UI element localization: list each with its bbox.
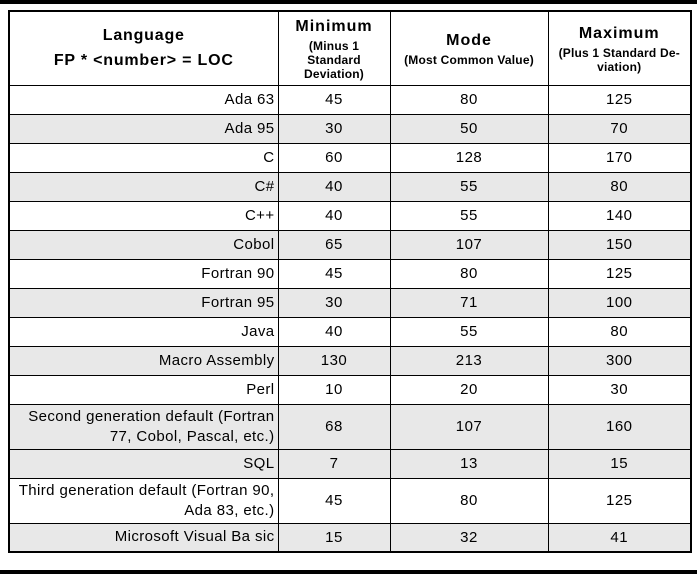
- table-row: C++ 40 55 140: [8, 200, 692, 231]
- language-cell: Second generation default (Fortran 77, C…: [8, 403, 279, 450]
- maximum-cell: 80: [547, 171, 692, 202]
- mode-cell: 55: [389, 316, 549, 347]
- mode-cell: 32: [389, 522, 549, 553]
- language-cell: Microsoft Visual Ba sic: [8, 522, 279, 553]
- language-cell: C++: [8, 200, 279, 231]
- maximum-cell: 15: [547, 448, 692, 479]
- minimum-cell: 45: [277, 84, 391, 115]
- minimum-cell: 7: [277, 448, 391, 479]
- header-row: Language FP * <number> = LOC Minimum (Mi…: [8, 10, 692, 86]
- language-cell: Perl: [8, 374, 279, 405]
- table-row: Second generation default (Fortran 77, C…: [8, 403, 692, 450]
- mode-cell: 213: [389, 345, 549, 376]
- language-cell: SQL: [8, 448, 279, 479]
- language-cell: Java: [8, 316, 279, 347]
- table-row: Fortran 90 45 80 125: [8, 258, 692, 289]
- table-row: Fortran 95 30 71 100: [8, 287, 692, 318]
- table-row: Macro Assembly 130 213 300: [8, 345, 692, 376]
- maximum-cell: 150: [547, 229, 692, 260]
- header-maximum-subtitle-line2: viation): [597, 59, 642, 74]
- top-rule: [0, 0, 697, 4]
- header-maximum: Maximum (Plus 1 Standard De- viation): [547, 10, 692, 86]
- maximum-cell: 140: [547, 200, 692, 231]
- bottom-rule: [0, 570, 697, 574]
- table-row: Java 40 55 80: [8, 316, 692, 347]
- header-minimum-subtitle: (Minus 1 Standard Deviation): [303, 38, 364, 81]
- maximum-cell: 125: [547, 84, 692, 115]
- maximum-cell: 125: [547, 258, 692, 289]
- header-maximum-subtitle: (Plus 1 Standard De- viation): [552, 46, 688, 74]
- table-row: Cobol 65 107 150: [8, 229, 692, 260]
- minimum-cell: 30: [277, 287, 391, 318]
- minimum-cell: 130: [277, 345, 391, 376]
- mode-cell: 55: [389, 171, 549, 202]
- table-row: Perl 10 20 30: [8, 374, 692, 405]
- maximum-cell: 80: [547, 316, 692, 347]
- mode-cell: 55: [389, 200, 549, 231]
- header-maximum-title: Maximum: [578, 24, 660, 42]
- mode-cell: 128: [389, 142, 549, 173]
- minimum-cell: 65: [277, 229, 391, 260]
- header-language-formula: FP * <number> = LOC: [53, 52, 234, 70]
- header-mode: Mode (Most Common Value): [389, 10, 549, 86]
- minimum-cell: 30: [277, 113, 391, 144]
- header-minimum: Minimum (Minus 1 Standard Deviation): [277, 10, 391, 86]
- mode-cell: 80: [389, 477, 549, 524]
- maximum-cell: 125: [547, 477, 692, 524]
- minimum-cell: 40: [277, 316, 391, 347]
- table-row: Ada 95 30 50 70: [8, 113, 692, 144]
- table-row: Ada 63 45 80 125: [8, 84, 692, 115]
- language-cell: C#: [8, 171, 279, 202]
- table-row: C 60 128 170: [8, 142, 692, 173]
- header-language: Language FP * <number> = LOC: [8, 10, 279, 86]
- language-cell: Fortran 90: [8, 258, 279, 289]
- table-row: Microsoft Visual Ba sic 15 32 41: [8, 522, 692, 553]
- language-cell: Ada 95: [8, 113, 279, 144]
- maximum-cell: 170: [547, 142, 692, 173]
- header-mode-subtitle: (Most Common Value): [404, 52, 534, 67]
- language-cell: Cobol: [8, 229, 279, 260]
- mode-cell: 13: [389, 448, 549, 479]
- table-body: Ada 63 45 80 125 Ada 95 30 50 70 C 60 12…: [8, 84, 692, 553]
- maximum-cell: 300: [547, 345, 692, 376]
- table-row: Third generation default (Fortran 90, Ad…: [8, 477, 692, 524]
- mode-cell: 107: [389, 229, 549, 260]
- table-row: SQL 7 13 15: [8, 448, 692, 479]
- language-cell: Macro Assembly: [8, 345, 279, 376]
- maximum-cell: 160: [547, 403, 692, 450]
- minimum-cell: 40: [277, 200, 391, 231]
- header-mode-title: Mode: [446, 31, 492, 49]
- maximum-cell: 41: [547, 522, 692, 553]
- language-cell: Third generation default (Fortran 90, Ad…: [8, 477, 279, 524]
- minimum-cell: 45: [277, 258, 391, 289]
- minimum-cell: 68: [277, 403, 391, 450]
- mode-cell: 80: [389, 84, 549, 115]
- maximum-cell: 100: [547, 287, 692, 318]
- minimum-cell: 45: [277, 477, 391, 524]
- maximum-cell: 30: [547, 374, 692, 405]
- language-cell: Ada 63: [8, 84, 279, 115]
- minimum-cell: 10: [277, 374, 391, 405]
- header-maximum-subtitle-line1: (Plus 1 Standard De-: [558, 45, 680, 60]
- maximum-cell: 70: [547, 113, 692, 144]
- mode-cell: 20: [389, 374, 549, 405]
- mode-cell: 71: [389, 287, 549, 318]
- loc-conversion-table: Language FP * <number> = LOC Minimum (Mi…: [8, 10, 692, 553]
- minimum-cell: 15: [277, 522, 391, 553]
- table-row: C# 40 55 80: [8, 171, 692, 202]
- mode-cell: 80: [389, 258, 549, 289]
- language-cell: Fortran 95: [8, 287, 279, 318]
- minimum-cell: 40: [277, 171, 391, 202]
- header-language-title: Language: [102, 27, 185, 45]
- minimum-cell: 60: [277, 142, 391, 173]
- mode-cell: 107: [389, 403, 549, 450]
- mode-cell: 50: [389, 113, 549, 144]
- language-cell: C: [8, 142, 279, 173]
- header-minimum-title: Minimum: [295, 17, 373, 35]
